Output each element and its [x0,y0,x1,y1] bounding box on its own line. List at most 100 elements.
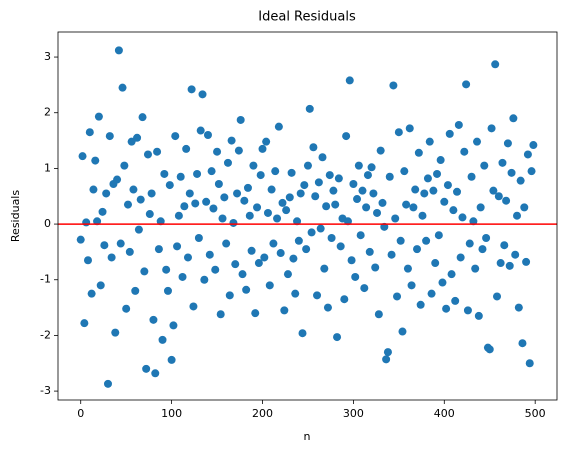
point [216,310,225,319]
point [105,132,114,141]
point [114,46,123,55]
point [138,113,147,122]
point [323,303,332,312]
point [309,143,318,152]
point [193,169,202,178]
point [474,311,483,320]
point [182,144,191,153]
point [233,189,242,198]
point [218,214,227,223]
point [416,300,425,309]
point [183,253,192,262]
point [371,263,380,272]
point [382,355,391,364]
point [285,193,294,202]
y-tick-label: -3 [40,384,51,397]
point [129,185,138,194]
point [493,292,502,301]
point [409,203,418,212]
point [333,333,342,342]
point [438,278,447,287]
point [351,272,360,281]
x-tick-label: 0 [77,407,84,420]
point [369,189,378,198]
point [107,253,116,262]
point [234,146,243,155]
point [380,222,389,231]
point [356,231,365,240]
point [278,198,287,207]
point [200,275,209,284]
x-tick-label: 500 [525,407,546,420]
point [169,321,178,330]
point [91,156,100,165]
point [440,197,449,206]
y-tick-label: 3 [44,50,51,63]
point [262,137,271,146]
point [462,80,471,89]
point [142,364,151,373]
point [498,158,507,167]
point [140,267,149,276]
point [403,264,412,273]
point [302,245,311,254]
point [305,104,314,113]
point [294,236,303,245]
point [360,284,369,293]
point [373,208,382,217]
point [85,128,94,137]
point [363,171,372,180]
point [347,256,356,265]
point [125,247,134,256]
point [134,225,143,234]
point [214,179,223,188]
point [523,150,532,159]
y-tick-label: 1 [44,161,51,174]
point [513,211,522,220]
point [291,289,300,298]
point [458,213,467,222]
point [449,206,458,215]
point [238,270,247,279]
point [311,192,320,201]
point [153,147,162,156]
point [451,296,460,305]
point [253,203,262,212]
point [222,239,231,248]
point [453,187,462,196]
point [400,167,409,176]
point [487,124,496,133]
point [131,286,140,295]
point [307,228,316,237]
point [454,120,463,129]
point [471,264,480,273]
point [367,163,376,172]
point [522,257,531,266]
point [243,183,252,192]
point [205,250,214,259]
point [391,214,400,223]
point [133,133,142,142]
point [256,171,265,180]
point [242,285,251,294]
point [203,130,212,139]
point [442,304,451,313]
point [394,128,403,137]
point [173,242,182,251]
point [525,359,534,368]
point [402,200,411,209]
point [502,196,511,205]
x-tick-label: 100 [161,407,182,420]
point [156,217,165,226]
point [505,261,514,270]
point [482,233,491,242]
point [103,379,112,388]
point [434,231,443,240]
point [343,217,352,226]
point [194,233,203,242]
point [87,289,96,298]
point [263,208,272,217]
point [378,198,387,207]
point [418,211,427,220]
